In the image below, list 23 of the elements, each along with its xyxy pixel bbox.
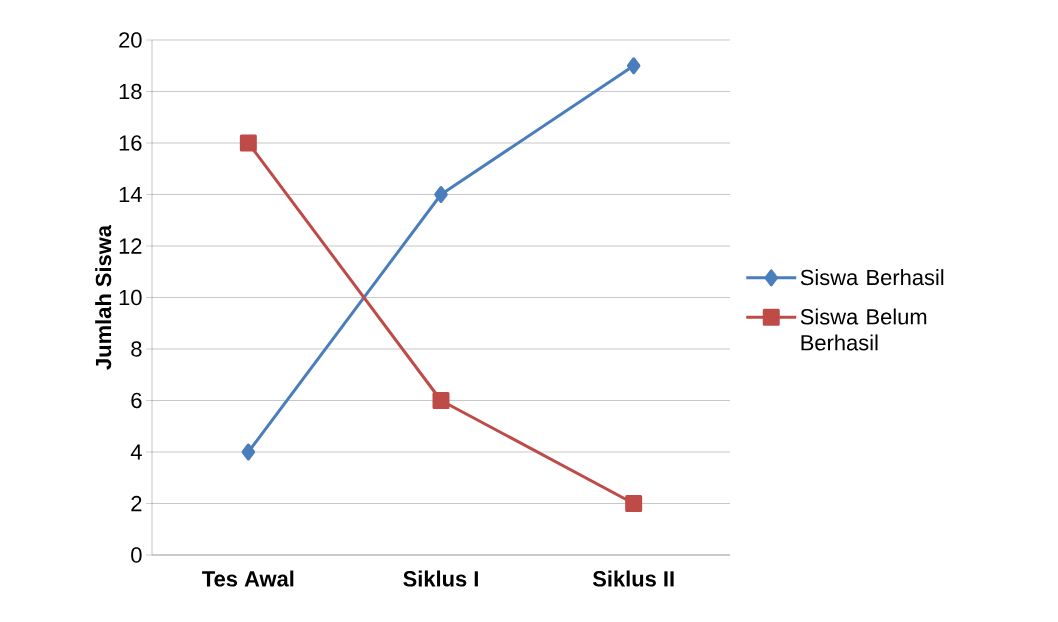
y-axis-title: Jumlah Siswa <box>95 224 112 370</box>
y-tick-label: 8 <box>131 341 142 357</box>
point <box>434 186 448 203</box>
x-tick-label: Tes Awal <box>202 570 294 587</box>
y-tick-label: 2 <box>131 495 142 512</box>
point <box>241 443 256 461</box>
y-tick-label: 12 <box>119 238 142 254</box>
y-tick-label: 0 <box>131 547 142 563</box>
legend-label: Siswa Belum Berhasil <box>800 308 927 351</box>
y-tick-label: 14 <box>119 186 142 203</box>
point <box>432 392 450 409</box>
y-tick-label: 18 <box>119 83 142 100</box>
y-tick-label: 16 <box>119 135 142 151</box>
legend-label: Siswa Berhasil <box>800 269 944 286</box>
y-tick-label: 4 <box>130 444 142 460</box>
point <box>625 495 643 512</box>
y-tick-label: 20 <box>119 32 142 48</box>
point <box>626 57 641 75</box>
point <box>239 134 257 152</box>
y-tick-label: 6 <box>131 392 142 409</box>
y-tick-label: 10 <box>119 289 142 306</box>
x-tick-label: Siklus II <box>592 570 674 587</box>
x-tick-label: Siklus I <box>403 570 478 587</box>
